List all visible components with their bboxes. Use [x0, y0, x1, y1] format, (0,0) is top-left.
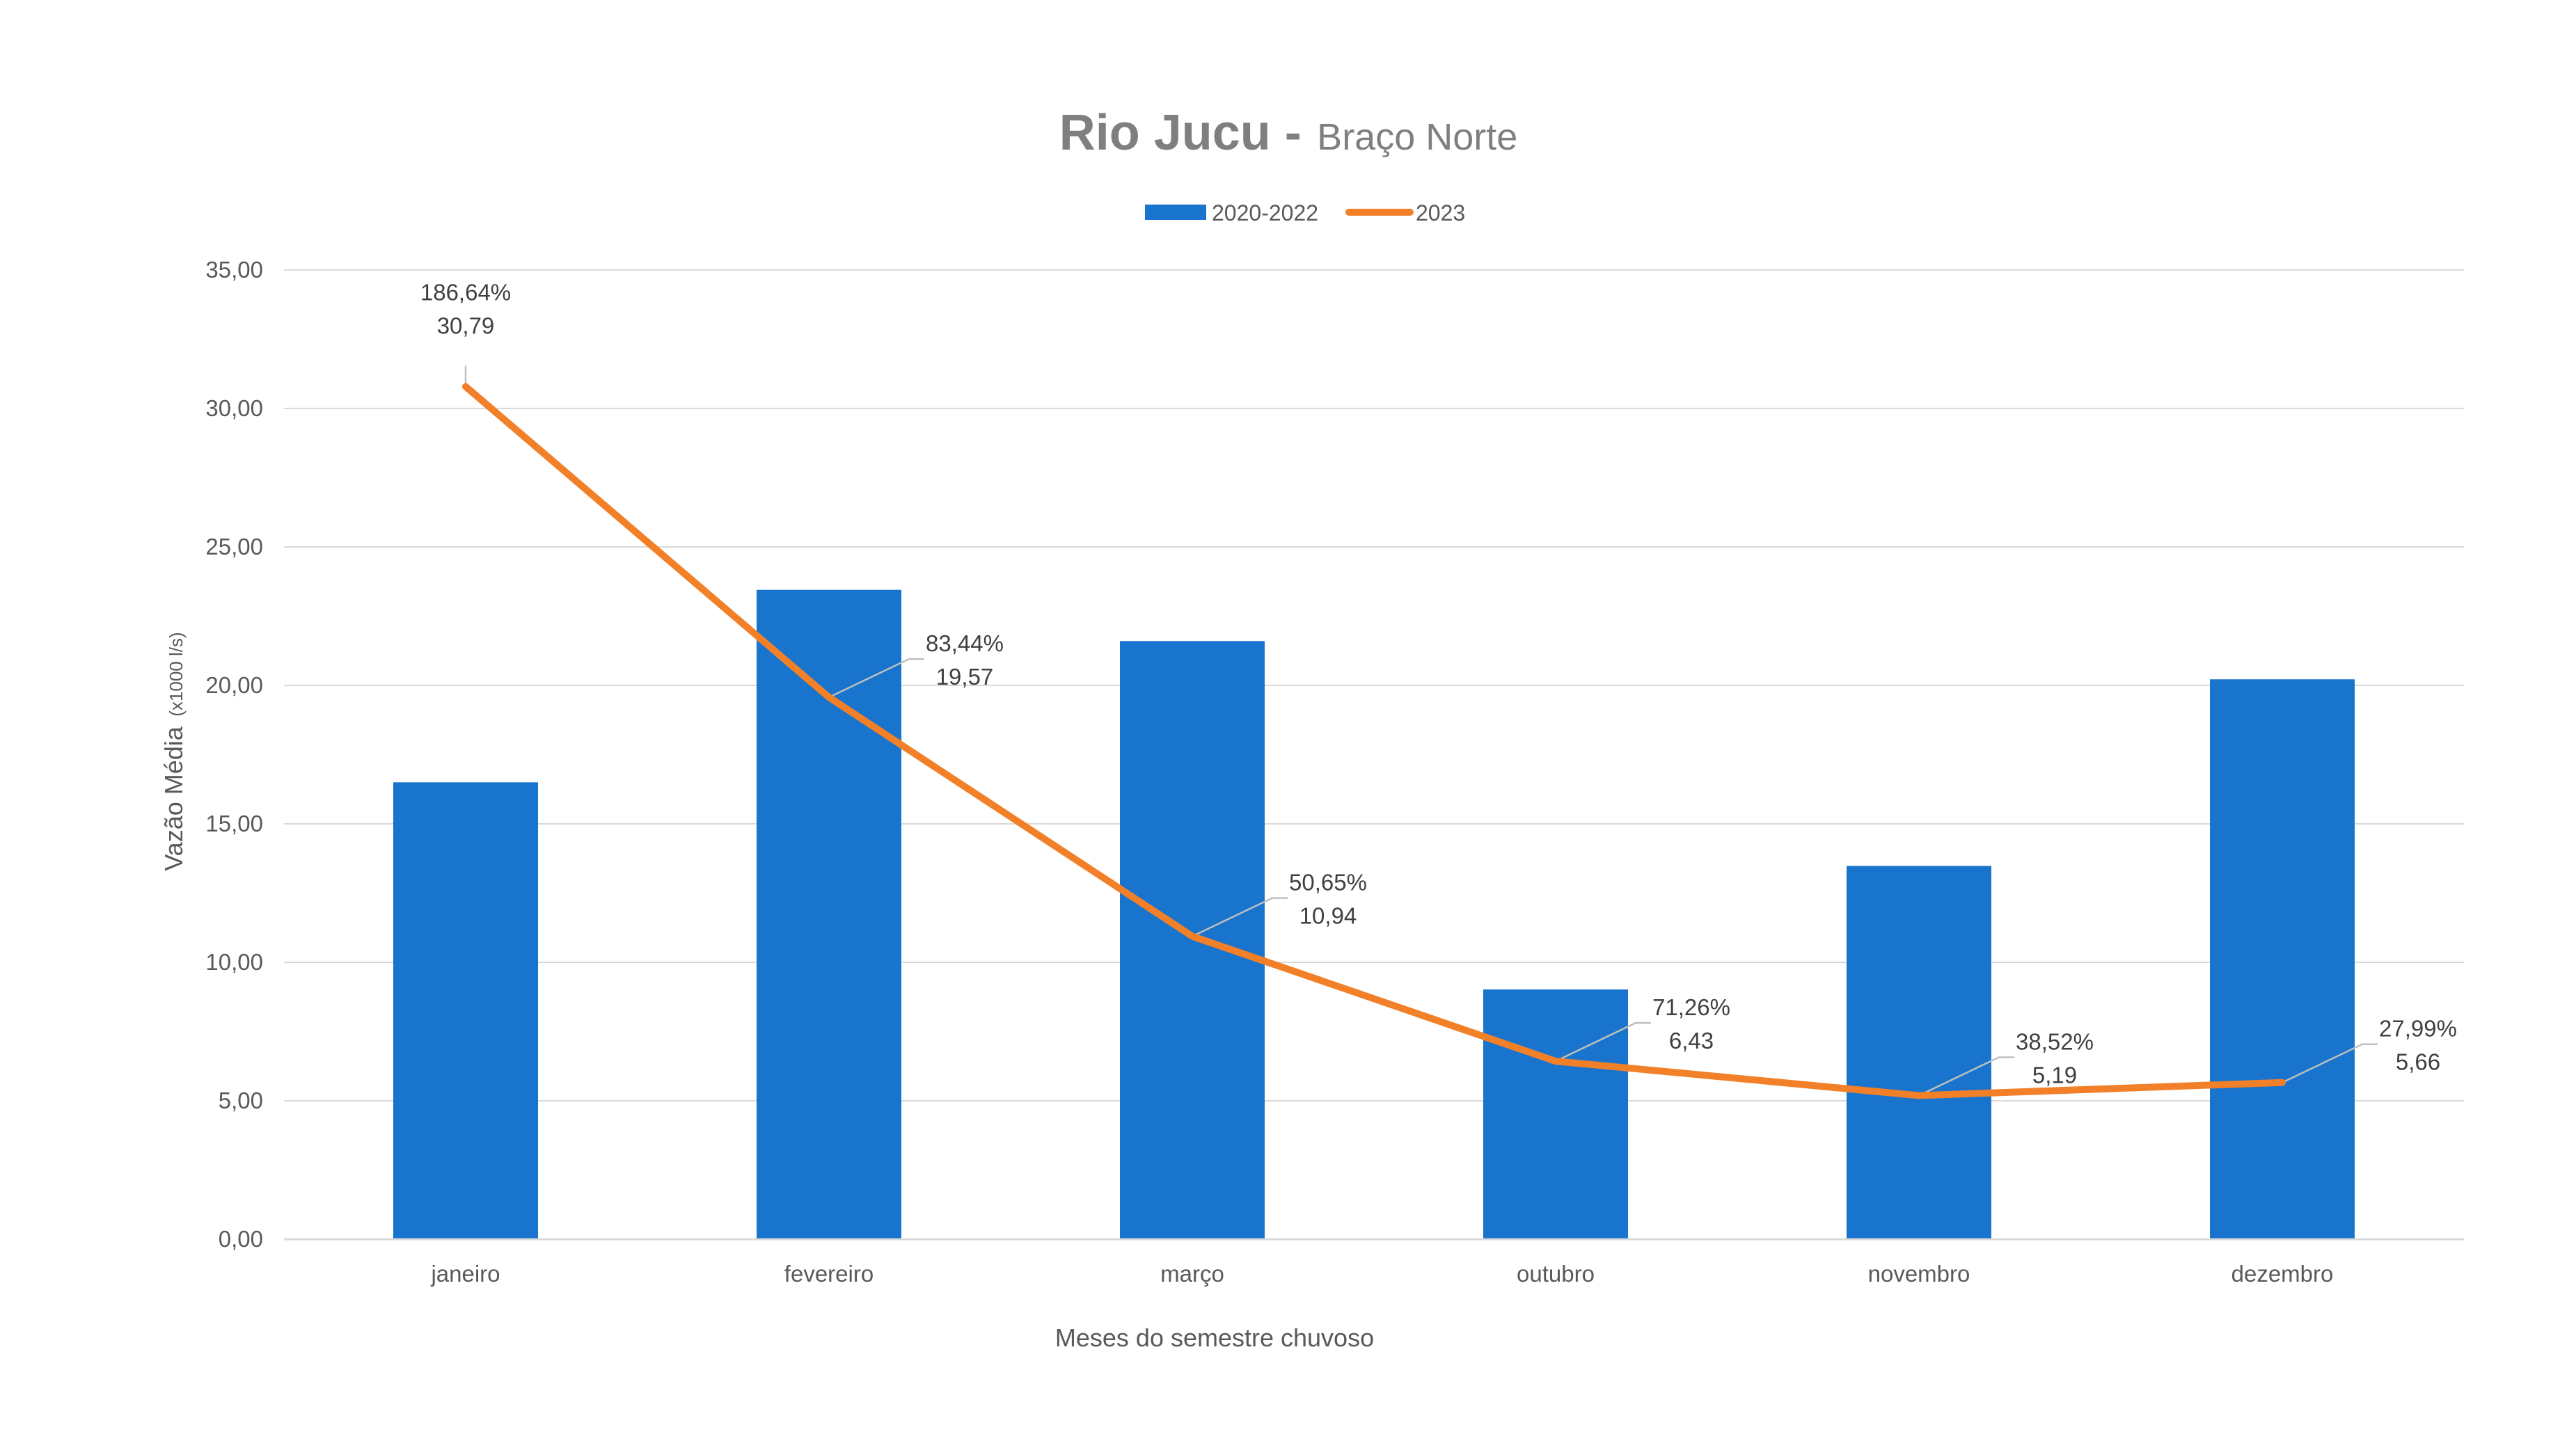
x-tick-label: março	[1160, 1261, 1224, 1287]
legend: 2020-2022 2023	[1145, 200, 1465, 225]
leader-line	[828, 658, 924, 699]
bar-dezembro	[2210, 679, 2355, 1239]
bar-novembro	[1847, 866, 1991, 1239]
line-series-2023	[462, 383, 2286, 1099]
x-tick-label: dezembro	[2231, 1261, 2334, 1287]
x-axis-title: Meses do semestre chuvoso	[1055, 1323, 1374, 1352]
bar-fevereiro	[757, 589, 901, 1239]
data-label-pct: 71,26%	[1652, 994, 1730, 1020]
y-tick-label: 15,00	[205, 811, 263, 836]
y-axis-ticks: 0,00 5,00 10,00 15,00 20,00 25,00 30,00 35,00	[205, 257, 263, 1252]
chart-title-main: Rio Jucu -	[1059, 105, 1302, 161]
data-label-leaders	[464, 365, 2378, 1097]
x-axis-ticks: janeiro fevereiro março outubro novembro deze…	[430, 1261, 2333, 1287]
y-tick-label: 30,00	[205, 395, 263, 421]
bar-series-2020-2022	[393, 589, 2355, 1239]
legend-swatch-bar	[1145, 205, 1206, 220]
y-tick-label: 0,00	[219, 1226, 263, 1252]
data-label-value: 5,19	[2032, 1062, 2077, 1088]
chart-title: Rio Jucu - Braço Norte	[1059, 105, 1518, 161]
data-label-value: 30,79	[437, 313, 495, 339]
data-label-pct: 50,65%	[1289, 870, 1367, 896]
line-2023-path	[462, 383, 2286, 1099]
data-label-value: 10,94	[1299, 903, 1357, 929]
legend-label-bar: 2020-2022	[1212, 200, 1318, 225]
data-label-value: 6,43	[1669, 1028, 1714, 1053]
data-label-pct: 27,99%	[2379, 1016, 2457, 1042]
data-label-value: 5,66	[2396, 1049, 2440, 1075]
leader-line	[1918, 1056, 2014, 1097]
bar-março	[1120, 641, 1265, 1239]
svg-text:Rio Jucu - Braço Norte: Rio Jucu - Braço Norte	[1059, 105, 1518, 161]
legend-label-line: 2023	[1416, 200, 1465, 225]
y-tick-label: 25,00	[205, 534, 263, 559]
x-tick-label: outubro	[1517, 1261, 1595, 1287]
bar-outubro	[1483, 989, 1628, 1239]
chart-subtitle: Braço Norte	[1317, 116, 1517, 158]
y-tick-label: 35,00	[205, 257, 263, 283]
y-axis-title-text: Vazão Média	[159, 726, 188, 870]
x-tick-label: janeiro	[430, 1261, 500, 1287]
data-label-pct: 186,64%	[420, 280, 511, 305]
data-label-pct: 83,44%	[926, 630, 1004, 656]
leader-line	[1192, 897, 1288, 937]
x-tick-label: fevereiro	[784, 1261, 874, 1287]
bar-janeiro	[393, 782, 538, 1239]
leader-line	[1555, 1021, 1651, 1063]
y-tick-label: 20,00	[205, 672, 263, 698]
leader-line	[2282, 1043, 2378, 1083]
data-label-pct: 38,52%	[2016, 1028, 2094, 1054]
y-axis-title: Vazão Média (x1000 l/s)	[159, 632, 188, 870]
y-tick-label: 5,00	[219, 1088, 263, 1113]
svg-text:Vazão Média (x1000 l/s): Vazão Média (x1000 l/s)	[159, 632, 188, 870]
y-tick-label: 10,00	[205, 949, 263, 975]
y-axis-title-unit: (x1000 l/s)	[166, 632, 187, 716]
data-labels-2023: 186,64% 30,79 83,44% 19,57 50,65% 10,94 71,26%…	[420, 280, 2457, 1088]
gridlines	[284, 269, 2464, 1101]
data-label-value: 19,57	[936, 664, 994, 690]
x-tick-label: novembro	[1868, 1261, 1970, 1287]
